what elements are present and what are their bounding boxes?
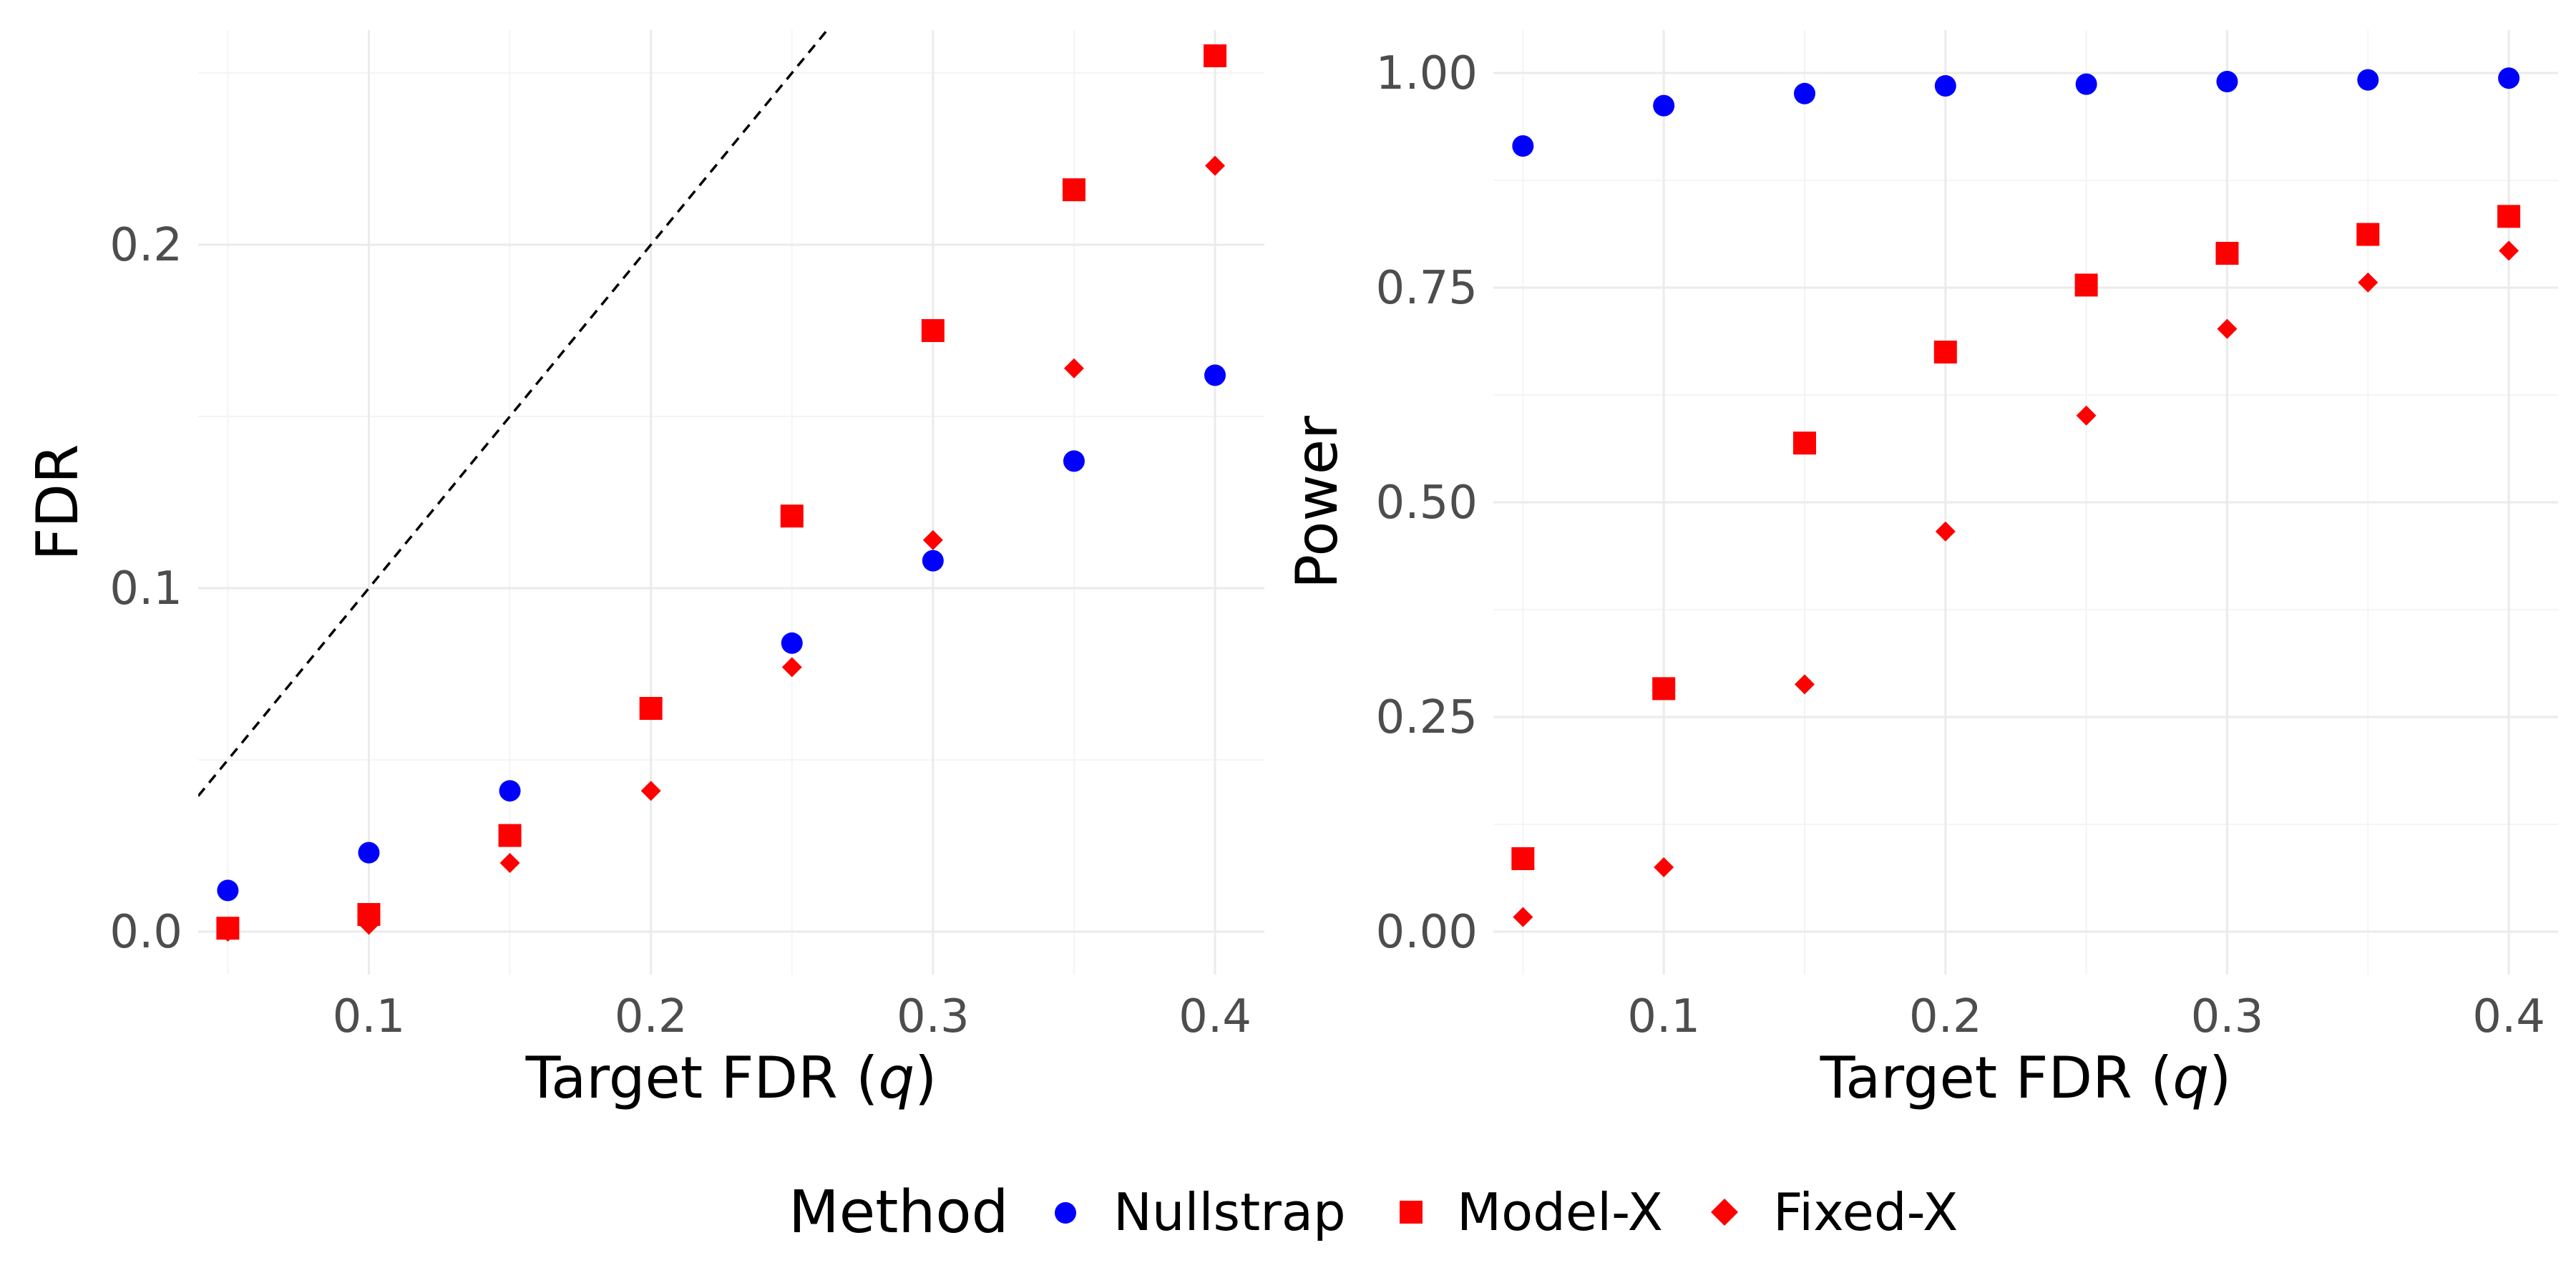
legend-key-nullstrap bbox=[1055, 1202, 1076, 1224]
power-fixed-x-point bbox=[1794, 674, 1815, 695]
power-panel: 0.1 0.2 0.3 0.4 0.00 0.25 0.50 0.75 1.00 Target F… bbox=[1284, 30, 2558, 1111]
power-nullstrap-point bbox=[2216, 71, 2238, 92]
fdr-model-x-point bbox=[1204, 44, 1227, 67]
legend-label-nullstrap: Nullstrap bbox=[1113, 1182, 1346, 1242]
legend-title: Method bbox=[789, 1179, 1009, 1246]
fdr-nullstrap-point bbox=[781, 632, 803, 654]
fdr-x-tick-label: 0.4 bbox=[1179, 990, 1252, 1043]
power-nullstrap-point bbox=[1653, 94, 1675, 117]
fdr-fixed-x-point bbox=[922, 530, 943, 550]
legend-key-fixed-x bbox=[1711, 1199, 1738, 1226]
fdr-x-tick-label: 0.1 bbox=[333, 990, 406, 1043]
power-nullstrap-point bbox=[2075, 73, 2097, 95]
legend-key-model-x bbox=[1400, 1201, 1423, 1224]
power-nullstrap-point bbox=[1934, 75, 1956, 97]
fdr-nullstrap-point bbox=[1063, 450, 1085, 472]
power-y-tick-label: 1.00 bbox=[1376, 47, 1478, 100]
fdr-model-x-point bbox=[921, 319, 945, 342]
power-fixed-x-point bbox=[1935, 521, 1956, 542]
fdr-model-x-point bbox=[780, 504, 804, 528]
fdr-model-x-point bbox=[639, 697, 663, 720]
power-nullstrap-point bbox=[2357, 69, 2379, 91]
fdr-fixed-x-point bbox=[781, 657, 802, 678]
power-fixed-x-point bbox=[2358, 272, 2379, 293]
fdr-nullstrap-point bbox=[922, 550, 944, 572]
fdr-x-axis-title: Target FDR (q) bbox=[525, 1045, 937, 1111]
power-model-x-point bbox=[2356, 223, 2380, 246]
fdr-fixed-x-point bbox=[1063, 358, 1084, 379]
fdr-x-tick-label: 0.3 bbox=[897, 990, 970, 1043]
power-model-x-point bbox=[1511, 847, 1535, 870]
power-nullstrap-point bbox=[1512, 135, 1534, 157]
power-x-tick-label: 0.2 bbox=[1909, 990, 1982, 1043]
power-model-x-point bbox=[1792, 431, 1816, 455]
fdr-nullstrap-point bbox=[217, 879, 239, 902]
power-model-x-point bbox=[1933, 341, 1957, 364]
fdr-nullstrap-point bbox=[499, 780, 521, 802]
power-fixed-x-point bbox=[1654, 857, 1674, 877]
power-x-tick-label: 0.1 bbox=[1627, 990, 1700, 1043]
power-fixed-x-point bbox=[2217, 318, 2238, 339]
power-nullstrap-point bbox=[1793, 82, 1815, 104]
fdr-fixed-x-point bbox=[640, 781, 661, 801]
fdr-fixed-x-point bbox=[499, 853, 520, 873]
power-y-axis-title: Power bbox=[1284, 416, 1350, 589]
fdr-fixed-x-point bbox=[218, 922, 238, 942]
fdr-y-tick-label: 0.1 bbox=[109, 562, 182, 615]
fdr-model-x-point bbox=[1062, 178, 1085, 202]
fdr-model-x-point bbox=[498, 824, 522, 847]
power-model-x-point bbox=[2074, 273, 2098, 297]
legend-label-model-x: Model-X bbox=[1457, 1182, 1663, 1242]
fdr-y-tick-label: 0.0 bbox=[109, 906, 182, 959]
legend: Method Nullstrap Model-X Fixed-X bbox=[789, 1179, 1958, 1246]
power-fixed-x-point bbox=[1513, 907, 1533, 927]
fdr-nullstrap-point bbox=[358, 841, 380, 864]
power-y-tick-label: 0.00 bbox=[1376, 906, 1478, 959]
power-model-x-point bbox=[1652, 677, 1676, 701]
fdr-y-tick-label: 0.2 bbox=[109, 219, 182, 272]
fdr-fixed-x-point bbox=[1205, 155, 1226, 176]
power-y-tick-label: 0.75 bbox=[1376, 262, 1478, 315]
power-nullstrap-point bbox=[2498, 67, 2520, 89]
power-x-tick-label: 0.3 bbox=[2191, 990, 2264, 1043]
fdr-fixed-x-point bbox=[358, 914, 379, 935]
power-y-tick-label: 0.50 bbox=[1376, 477, 1478, 530]
power-x-tick-label: 0.4 bbox=[2472, 990, 2545, 1043]
power-model-x-point bbox=[2215, 242, 2239, 265]
power-model-x-point bbox=[2497, 205, 2521, 228]
power-fixed-x-point bbox=[2499, 240, 2519, 261]
fdr-nullstrap-point bbox=[1204, 364, 1226, 386]
legend-label-fixed-x: Fixed-X bbox=[1773, 1182, 1958, 1242]
fdr-reference-line bbox=[198, 30, 829, 797]
power-fixed-x-point bbox=[2076, 405, 2097, 426]
power-x-axis-title: Target FDR (q) bbox=[1820, 1045, 2232, 1111]
fdr-y-axis-title: FDR bbox=[24, 444, 91, 560]
power-y-tick-label: 0.25 bbox=[1376, 691, 1478, 744]
fdr-x-tick-label: 0.2 bbox=[615, 990, 688, 1043]
